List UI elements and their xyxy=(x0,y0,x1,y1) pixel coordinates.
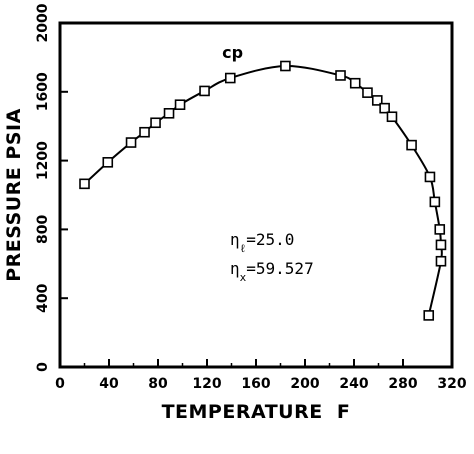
data-point-marker xyxy=(150,117,161,129)
data-point-marker xyxy=(224,72,236,84)
data-point-marker xyxy=(386,111,398,123)
data-point-marker xyxy=(349,77,361,89)
data-point-marker xyxy=(371,95,383,106)
data-point-marker xyxy=(79,178,90,190)
y-tick-label: 1600 xyxy=(35,72,51,111)
data-point-marker xyxy=(335,70,346,81)
x-tick-label: 0 xyxy=(55,376,65,392)
data-point-marker xyxy=(423,310,435,321)
data-point-marker xyxy=(174,99,186,110)
data-point-marker xyxy=(434,224,446,235)
data-point-marker xyxy=(435,239,447,251)
x-tick-label: 280 xyxy=(388,376,417,392)
y-tick-label: 400 xyxy=(35,283,51,312)
data-point-marker xyxy=(163,108,175,119)
y-tick-label: 800 xyxy=(35,215,51,244)
data-point-marker xyxy=(435,255,447,267)
data-point-marker xyxy=(102,157,114,168)
critical-point-label: cp xyxy=(222,43,243,62)
x-tick-label: 320 xyxy=(437,376,466,392)
y-tick-label: 1200 xyxy=(35,141,51,180)
x-tick-label: 80 xyxy=(148,376,168,392)
y-tick-label: 0 xyxy=(35,362,51,372)
x-tick-label: 40 xyxy=(99,376,119,392)
annotation-eta-x: ηx=59.527 xyxy=(230,259,314,284)
y-tick-label: 2000 xyxy=(35,3,51,42)
y-axis-ticks: 0 400 800 1200 1600 2000 xyxy=(35,3,68,372)
data-point-marker xyxy=(429,196,441,208)
annotation-eta-l: ηℓ=25.0 xyxy=(230,230,294,255)
data-point-marker xyxy=(379,102,390,114)
x-tick-label: 240 xyxy=(339,376,368,392)
data-point-marker xyxy=(199,85,210,97)
x-axis-title: TEMPERATURE F xyxy=(162,401,351,423)
data-point-marker xyxy=(406,139,417,151)
x-tick-label: 200 xyxy=(290,376,319,392)
data-point-marker xyxy=(424,171,436,183)
x-tick-label: 160 xyxy=(241,376,270,392)
data-point-marker xyxy=(139,126,150,138)
data-point-marker xyxy=(125,137,137,148)
y-axis-title: PRESSURE PSIA xyxy=(3,108,25,282)
plot-frame xyxy=(58,21,454,369)
data-point-marker xyxy=(280,60,291,72)
x-axis-ticks: 0 40 80 120 160 200 240 280 320 xyxy=(55,359,467,392)
data-points xyxy=(79,60,447,321)
x-tick-label: 120 xyxy=(192,376,221,392)
data-point-marker xyxy=(362,87,373,98)
